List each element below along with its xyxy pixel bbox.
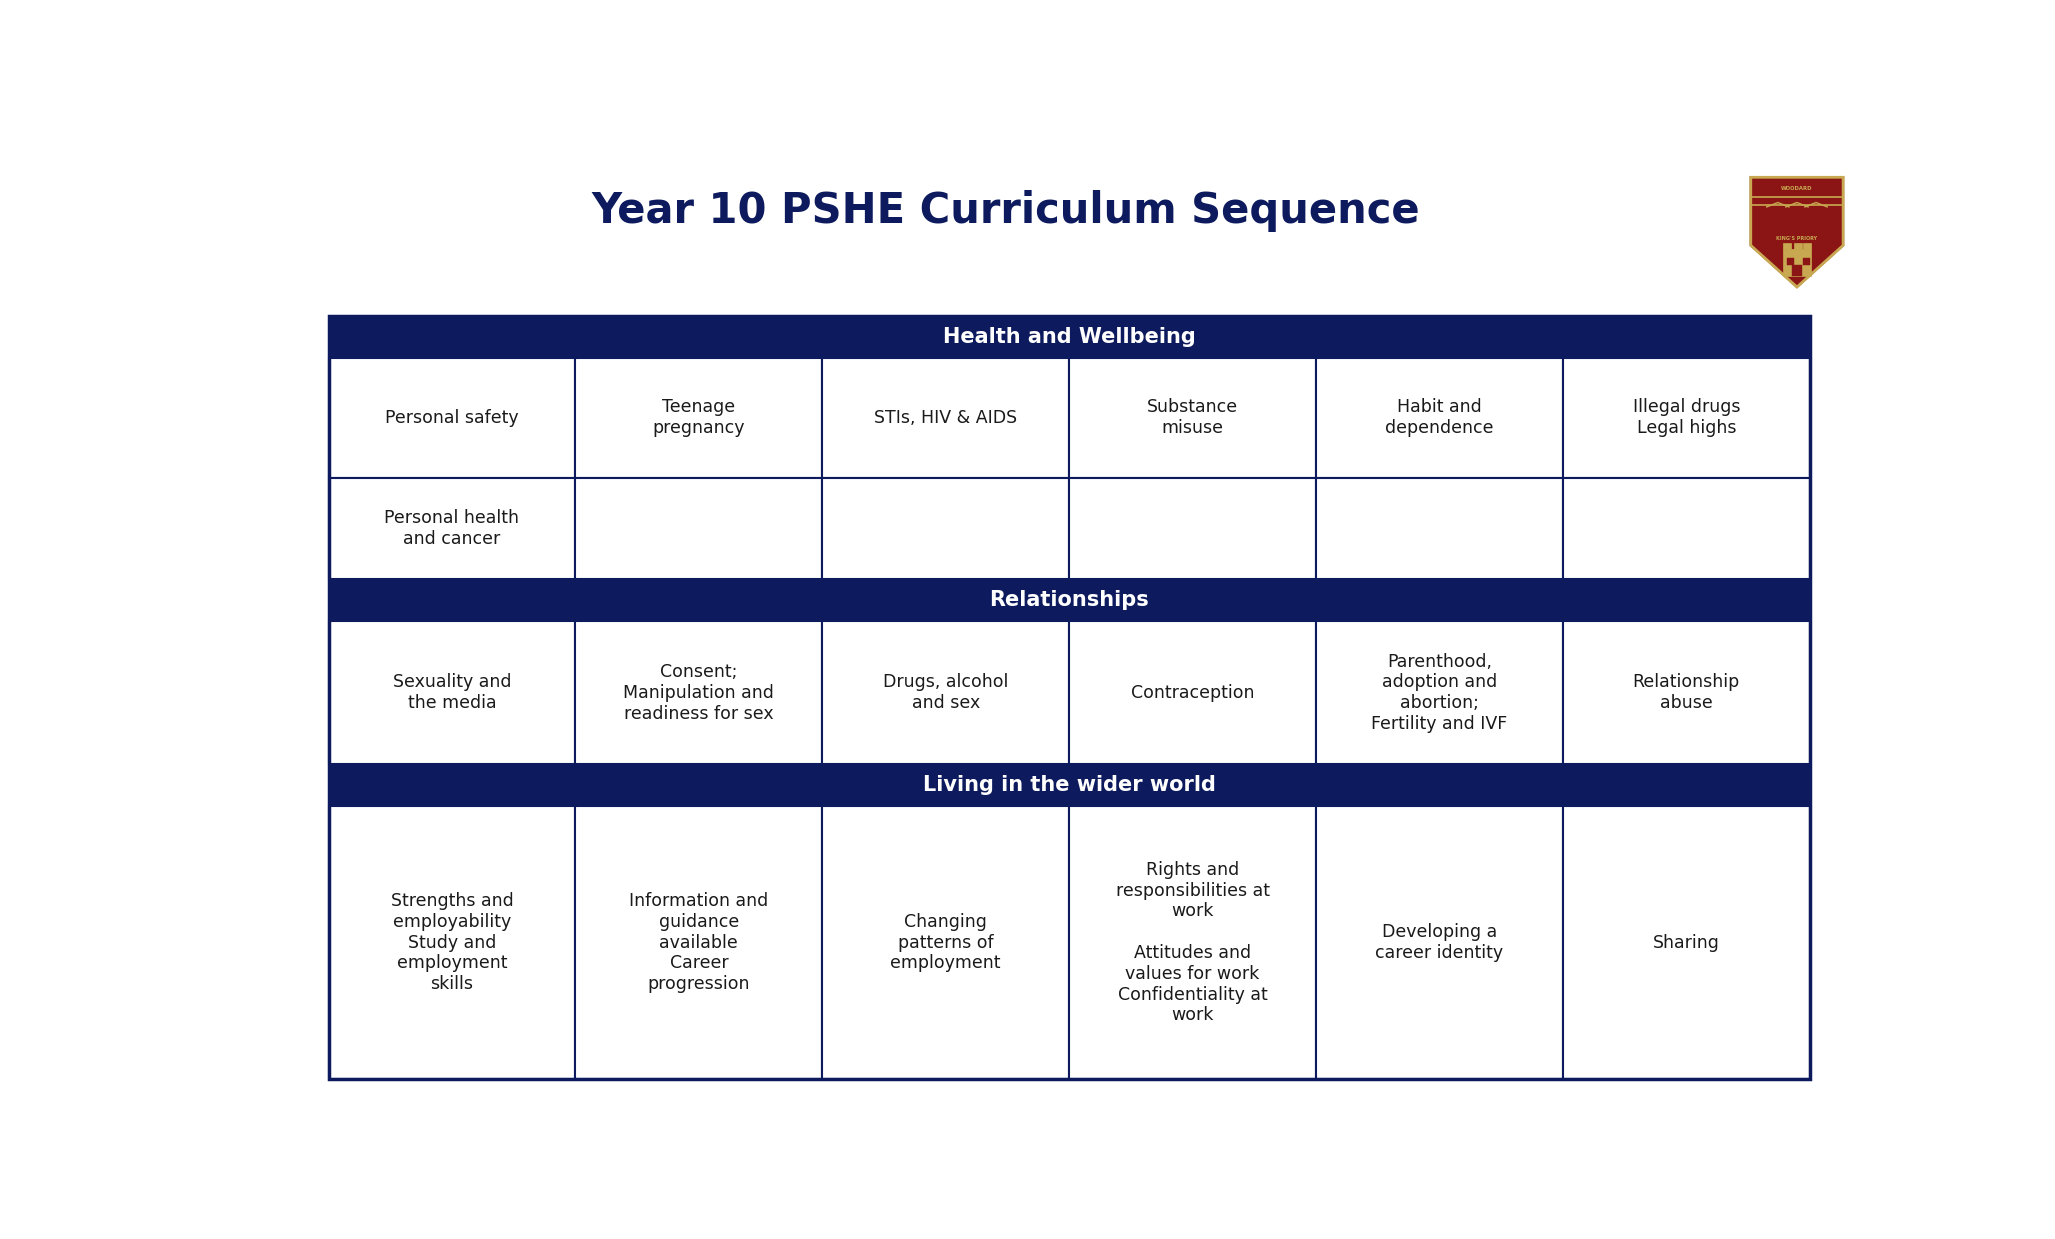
Bar [1564,807,1810,1079]
Bar [1794,243,1802,249]
Text: Relationship
abuse: Relationship abuse [1632,674,1741,712]
Bar [822,807,1069,1079]
Bar [575,807,822,1079]
Text: Health and Wellbeing: Health and Wellbeing [943,327,1196,347]
Bar [822,358,1069,478]
Text: Information and
guidance
available
Career
progression: Information and guidance available Caree… [629,892,769,994]
Bar [1564,478,1810,580]
Bar [329,478,575,580]
Bar [1804,258,1810,265]
Text: Strengths and
employability
Study and
employment
skills: Strengths and employability Study and em… [390,892,514,994]
Bar [329,358,575,478]
Text: Rights and
responsibilities at
work

Attitudes and
values for work
Confidentiali: Rights and responsibilities at work Atti… [1116,861,1270,1025]
Bar [1315,358,1564,478]
Bar [329,316,1810,1079]
Text: WOODARD: WOODARD [1782,186,1813,191]
Text: Developing a
career identity: Developing a career identity [1375,923,1504,961]
Text: Substance
misuse: Substance misuse [1147,398,1237,437]
Bar [1782,249,1810,276]
Text: Living in the wider world: Living in the wider world [923,776,1217,795]
Bar [1069,358,1315,478]
Text: Habit and
dependence: Habit and dependence [1385,398,1494,437]
Bar [1315,807,1564,1079]
Bar [575,358,822,478]
Bar [1564,621,1810,764]
Text: Changing
patterns of
employment: Changing patterns of employment [890,913,1001,973]
Bar [1315,478,1564,580]
Text: Consent;
Manipulation and
readiness for sex: Consent; Manipulation and readiness for … [623,663,775,722]
Polygon shape [1751,177,1843,287]
Bar [575,478,822,580]
Bar [575,621,822,764]
Text: Sexuality and
the media: Sexuality and the media [393,674,512,712]
Bar [329,580,1810,621]
Bar [1782,243,1790,249]
Text: Personal health
and cancer: Personal health and cancer [384,509,520,548]
Bar [822,478,1069,580]
Text: Relationships: Relationships [988,590,1149,611]
Bar [1315,621,1564,764]
Text: Parenthood,
adoption and
abortion;
Fertility and IVF: Parenthood, adoption and abortion; Ferti… [1371,653,1508,733]
Text: KING'S PRIORY: KING'S PRIORY [1776,237,1817,242]
Text: Illegal drugs
Legal highs: Illegal drugs Legal highs [1632,398,1741,437]
Bar [822,621,1069,764]
Bar [329,621,575,764]
Text: Year 10 PSHE Curriculum Sequence: Year 10 PSHE Curriculum Sequence [592,190,1420,232]
Text: Sharing: Sharing [1652,934,1720,952]
Bar [1564,358,1810,478]
Bar [329,807,575,1079]
Text: Teenage
pregnancy: Teenage pregnancy [653,398,746,437]
Bar [329,316,1810,358]
Text: Personal safety: Personal safety [384,409,518,426]
Bar [1792,265,1802,276]
Bar [1069,807,1315,1079]
Bar [1788,258,1794,265]
Text: Contraception: Contraception [1130,684,1254,701]
Bar [329,764,1810,807]
Bar [1804,243,1810,249]
Bar [1069,621,1315,764]
Text: Drugs, alcohol
and sex: Drugs, alcohol and sex [884,674,1009,712]
Bar [1069,478,1315,580]
Text: STIs, HIV & AIDS: STIs, HIV & AIDS [873,409,1017,426]
